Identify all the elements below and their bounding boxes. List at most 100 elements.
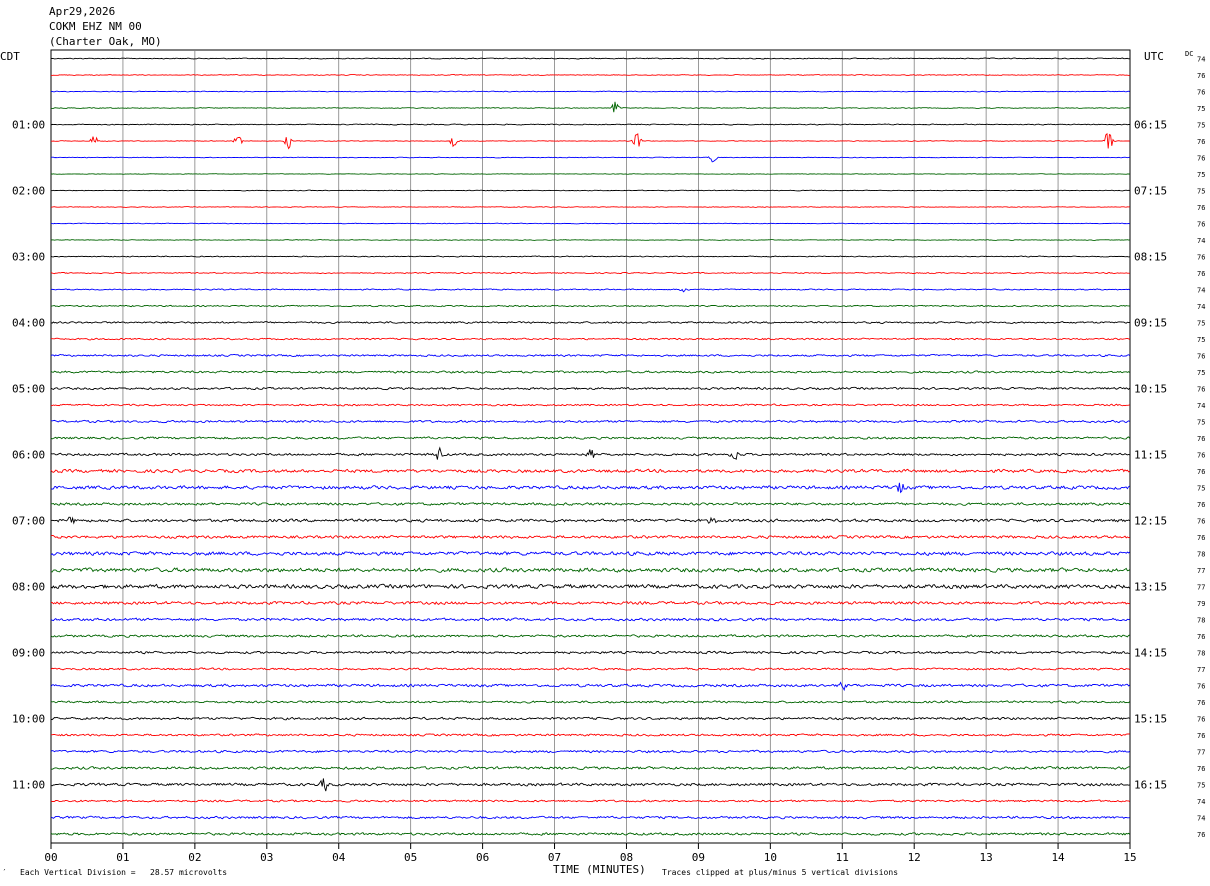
dc-offset-label: 76 [1197, 501, 1205, 509]
dc-offset-label: 76 [1197, 716, 1205, 724]
plot-frame [50, 49, 1131, 844]
x-tick-label: 09 [692, 851, 705, 864]
x-tick-label: 05 [404, 851, 417, 864]
cdt-hour-label: 09:00 [12, 647, 45, 660]
dc-label: DC [1185, 50, 1194, 58]
cdt-hour-label: 11:00 [12, 779, 45, 792]
seismic-trace [50, 101, 1130, 113]
utc-hour-label: 14:15 [1134, 647, 1167, 660]
seismic-trace [50, 403, 1130, 407]
x-tick-label: 08 [620, 851, 633, 864]
seismic-trace [50, 700, 1131, 704]
seismic-trace [50, 337, 1131, 341]
seismic-trace [50, 733, 1130, 737]
dc-offset-label: 74 [1197, 798, 1205, 806]
x-axis-title: TIME (MINUTES) [553, 863, 646, 876]
cdt-hour-label: 04:00 [12, 317, 45, 330]
location-label: (Charter Oak, MO) [49, 35, 162, 48]
dc-offset-label: 76 [1197, 270, 1205, 278]
seismic-trace [50, 321, 1130, 324]
dc-offset-label: 77 [1197, 749, 1205, 757]
x-tick-label: 15 [1123, 851, 1136, 864]
seismic-trace [50, 681, 1131, 692]
x-tick-label: 02 [188, 851, 201, 864]
dc-offset-label: 75 [1197, 369, 1205, 377]
dc-offset-label: 76 [1197, 683, 1205, 691]
seismic-trace [50, 90, 1130, 93]
x-tick-label: 10 [764, 851, 777, 864]
seismic-trace [50, 799, 1131, 803]
seismic-trace [50, 534, 1130, 540]
x-tick-label: 04 [332, 851, 346, 864]
vertical-division-note: Each Vertical Division = 28.57 microvolt… [20, 868, 228, 877]
seismic-trace [50, 551, 1131, 557]
seismic-trace [50, 386, 1131, 391]
dc-offset-label: 76 [1197, 732, 1205, 740]
cdt-label: CDT [0, 50, 20, 63]
dc-offset-label: 76 [1197, 435, 1205, 443]
dc-offset-label: 77 [1197, 567, 1205, 575]
dc-offset-label: 77 [1197, 666, 1205, 674]
x-tick-label: 12 [908, 851, 921, 864]
seismic-trace [51, 222, 1130, 225]
seismic-trace [50, 255, 1130, 258]
cdt-hour-label: 08:00 [12, 581, 45, 594]
cdt-hour-label: 07:00 [12, 515, 45, 528]
utc-hour-label: 10:15 [1134, 383, 1167, 396]
x-tick-label: 01 [116, 851, 129, 864]
dc-offset-label: 74 [1197, 303, 1205, 311]
dc-offset-label: 76 [1197, 386, 1205, 394]
seismic-trace [50, 354, 1131, 358]
seismic-trace [50, 815, 1130, 820]
seismic-trace [50, 634, 1130, 638]
x-tick-label: 06 [476, 851, 489, 864]
dc-offset-label: 78 [1197, 551, 1205, 559]
x-tick-label: 07 [548, 851, 561, 864]
dc-offset-label: 76 [1197, 221, 1205, 229]
dc-offset-label: 76 [1197, 633, 1205, 641]
dc-offset-label: 76 [1197, 765, 1205, 773]
seismic-trace [50, 778, 1130, 792]
dc-offset-label: 76 [1197, 518, 1205, 526]
seismic-trace [50, 123, 1130, 126]
seismic-trace [50, 156, 1130, 163]
x-tick-label: 00 [44, 851, 57, 864]
dc-offset-label: 76 [1197, 254, 1205, 262]
seismic-trace [51, 502, 1131, 506]
cdt-hour-label: 01:00 [12, 119, 45, 132]
cdt-hour-label: 06:00 [12, 449, 45, 462]
seismic-trace [50, 832, 1131, 836]
x-tick-label: 03 [260, 851, 273, 864]
seismic-trace [50, 468, 1130, 474]
dc-offset-label: 74 [1197, 237, 1205, 245]
utc-hour-label: 06:15 [1134, 119, 1167, 132]
utc-label: UTC [1144, 50, 1164, 63]
seismic-trace [50, 57, 1130, 60]
seismic-trace [50, 617, 1130, 622]
seismic-trace [50, 516, 1131, 525]
dc-offset-label: 78 [1197, 650, 1205, 658]
seismic-trace [51, 132, 1130, 150]
utc-hour-label: 07:15 [1134, 185, 1167, 198]
seismic-trace [50, 567, 1131, 573]
x-tick-label: 11 [836, 851, 849, 864]
dc-offset-label: 76 [1197, 699, 1205, 707]
seismic-trace [50, 189, 1130, 192]
cdt-hour-label: 03:00 [12, 251, 45, 264]
seismic-trace [50, 74, 1130, 76]
date-label: Apr29,2026 [49, 5, 116, 18]
cdt-hour-label: 10:00 [12, 713, 45, 726]
dc-offset-label: 76 [1197, 204, 1205, 212]
dc-offset-label: 75 [1197, 188, 1205, 196]
dc-offset-label: 78 [1197, 617, 1205, 625]
seismic-trace [50, 436, 1131, 440]
seismic-trace [50, 482, 1131, 494]
utc-hour-label: 12:15 [1134, 515, 1167, 528]
cdt-hour-label: 02:00 [12, 185, 45, 198]
dc-offset-label: 74 [1197, 287, 1205, 295]
dc-offset-label: 76 [1197, 452, 1205, 460]
seismic-trace [50, 749, 1131, 754]
dc-offset-label: 74 [1197, 56, 1205, 64]
dc-offset-label: 75 [1197, 122, 1205, 130]
